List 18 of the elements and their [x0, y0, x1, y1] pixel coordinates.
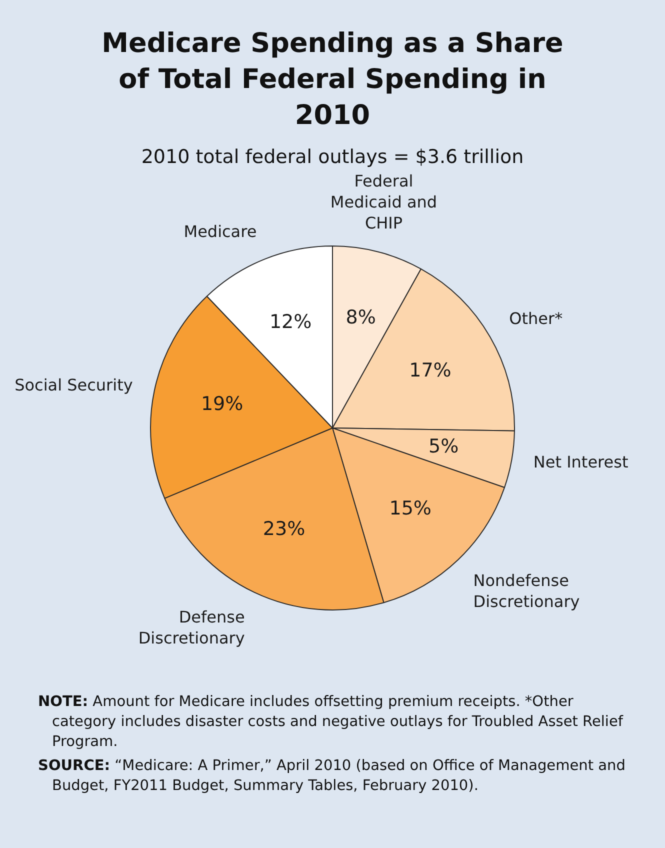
data-label: 12%	[269, 311, 312, 334]
data-label: 5%	[428, 436, 459, 458]
text: NOTE: Amount for Medicare includes offsetting premium receipts. *Other category includes disaster costs and negative outlays for Troubled Asset Relief Program.	[38, 693, 624, 752]
source-note: SOURCE: “Medicare: A Primer,” April 2010 (based on Office of Management and Budget, FY2011 Budget, Summary Tables, February 2010).	[38, 757, 626, 796]
slice-label: Federal Medicaid and CHIP	[330, 172, 438, 233]
data-label: 15%	[389, 498, 432, 520]
slice-label: Social Security	[14, 375, 133, 394]
data-label: 8%	[346, 306, 376, 329]
chart-subtitle: 2010 total federal outlays = $3.6 trillion	[140, 146, 525, 168]
slice-label: Other*	[509, 309, 563, 328]
chart-title: Medicare Spending as a Share of Total Federal Spending in 2010	[100, 27, 564, 133]
slice-label: Net Interest	[533, 452, 628, 472]
slice-label: Defense Discretionary	[138, 607, 245, 648]
data-label: 17%	[409, 360, 452, 382]
data-label: 19%	[200, 392, 244, 415]
data-label: 23%	[262, 518, 306, 540]
slice-label: Medicare	[184, 222, 257, 241]
slice-label: Nondefense Discretionary	[473, 570, 580, 611]
